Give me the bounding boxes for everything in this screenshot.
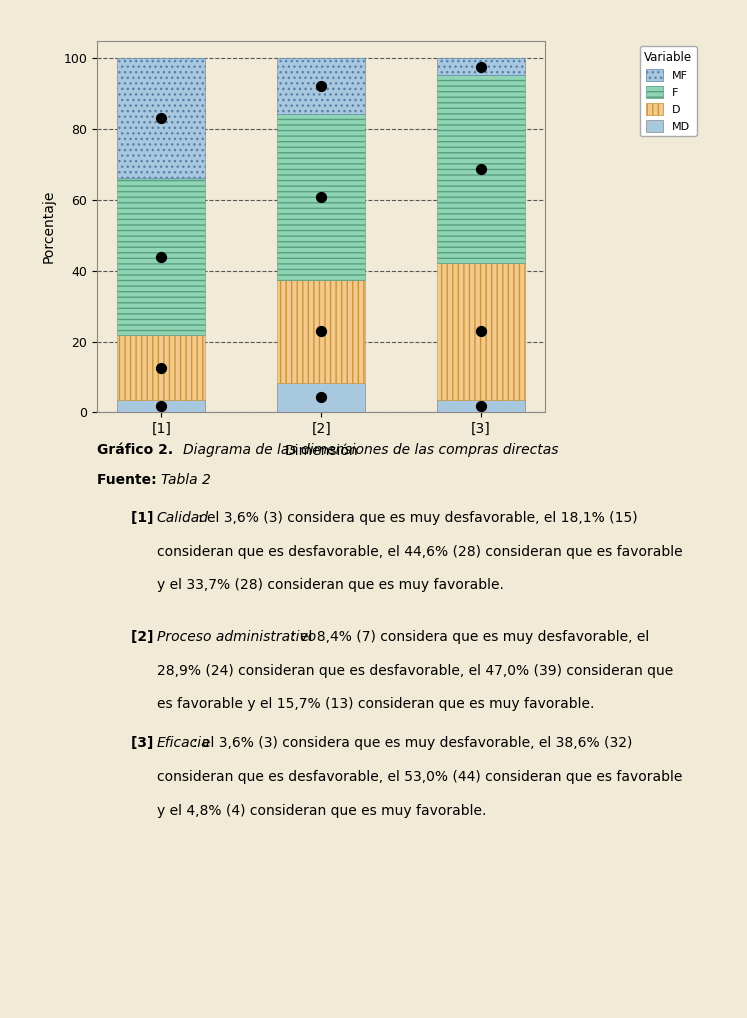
Text: [3]: [3] — [131, 736, 158, 750]
Point — [475, 161, 487, 177]
Bar — [437, 58, 525, 75]
Bar — [117, 58, 205, 178]
Point — [315, 324, 327, 340]
Bar — [277, 280, 365, 383]
Text: [1]: [1] — [131, 511, 158, 525]
Point — [475, 323, 487, 339]
Text: Fuente:: Fuente: — [97, 473, 161, 488]
Text: y el 33,7% (28) consideran que es muy favorable.: y el 33,7% (28) consideran que es muy fa… — [157, 578, 503, 592]
Text: y el 4,8% (4) consideran que es muy favorable.: y el 4,8% (4) consideran que es muy favo… — [157, 803, 486, 817]
Bar — [117, 178, 205, 336]
Bar — [117, 399, 205, 412]
Text: consideran que es desfavorable, el 53,0% (44) consideran que es favorable: consideran que es desfavorable, el 53,0%… — [157, 770, 682, 784]
Text: : el 3,6% (3) considera que es muy desfavorable, el 38,6% (32): : el 3,6% (3) considera que es muy desfa… — [193, 736, 632, 750]
Point — [315, 389, 327, 405]
Point — [155, 359, 167, 376]
Bar — [117, 336, 205, 399]
Y-axis label: Porcentaje: Porcentaje — [41, 189, 55, 264]
Point — [475, 398, 487, 414]
Text: consideran que es desfavorable, el 44,6% (28) consideran que es favorable: consideran que es desfavorable, el 44,6%… — [157, 545, 683, 559]
Bar — [277, 58, 365, 114]
Point — [155, 248, 167, 265]
Text: : el 3,6% (3) considera que es muy desfavorable, el 18,1% (15): : el 3,6% (3) considera que es muy desfa… — [198, 511, 638, 525]
Text: : el 8,4% (7) considera que es muy desfavorable, el: : el 8,4% (7) considera que es muy desfa… — [291, 630, 650, 644]
Text: Gráfico 2.: Gráfico 2. — [97, 443, 178, 457]
Legend: MF, F, D, MD: MF, F, D, MD — [639, 46, 697, 136]
Point — [155, 398, 167, 414]
Bar — [437, 399, 525, 412]
Text: Tabla 2: Tabla 2 — [161, 473, 211, 488]
Point — [315, 78, 327, 95]
Bar — [277, 383, 365, 412]
Text: [2]: [2] — [131, 630, 158, 644]
Point — [475, 59, 487, 75]
Text: Proceso administrativo: Proceso administrativo — [157, 630, 316, 644]
Point — [155, 110, 167, 126]
X-axis label: Dimensión: Dimensión — [285, 444, 358, 458]
Text: 28,9% (24) consideran que es desfavorable, el 47,0% (39) consideran que: 28,9% (24) consideran que es desfavorabl… — [157, 664, 673, 678]
Bar — [277, 114, 365, 280]
Point — [315, 189, 327, 206]
Bar — [437, 263, 525, 399]
Text: Diagrama de las dimensiones de las compras directas: Diagrama de las dimensiones de las compr… — [183, 443, 559, 457]
Text: Calidad: Calidad — [157, 511, 209, 525]
Text: es favorable y el 15,7% (13) consideran que es muy favorable.: es favorable y el 15,7% (13) consideran … — [157, 697, 595, 712]
Text: Eficacia: Eficacia — [157, 736, 211, 750]
Bar — [437, 75, 525, 263]
